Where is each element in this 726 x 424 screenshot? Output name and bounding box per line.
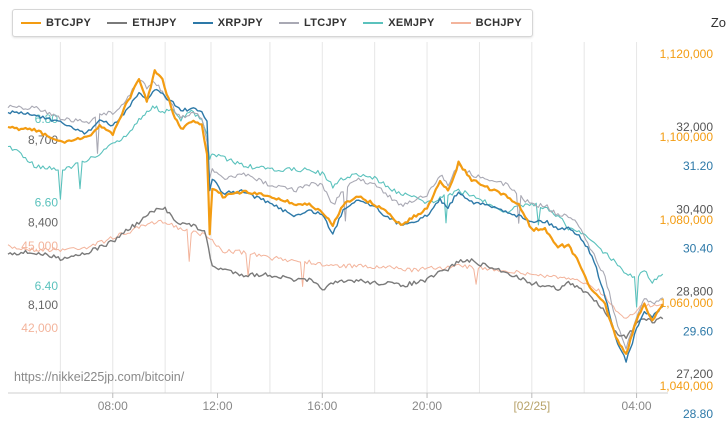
axis-label-ethjpy: 8,700 [28,133,58,147]
x-tick-label: [02/25] [513,399,550,413]
axis-label-xrpjpy: 28.80 [683,407,713,421]
axis-label-btcjpy: 1,120,000 [660,47,714,61]
x-tick-label: 08:00 [98,399,128,413]
x-axis-labels: 08:00 12:00 16:00 20:00 [02/25] 04:00 [98,393,652,413]
axis-label-btcjpy: 1,100,000 [660,130,714,144]
legend-swatch [192,22,213,24]
legend-label: LTCJPY [304,17,348,29]
axis-label-xrpjpy: 29.60 [683,324,713,338]
series-line-bchjpy [7,219,663,319]
legend-label: XRPJPY [217,17,264,29]
legend-label: BCHJPY [475,17,523,29]
series-line-ltcjpy [7,79,664,350]
axis-label-xrpjpy: 31.20 [683,159,713,173]
axis-label-ltcjpy: 27,200 [676,367,713,381]
legend-item-xrpjpy[interactable]: XRPJPY [192,17,264,29]
axis-label-xemjpy: 6.60 [35,196,59,210]
legend-item-ltcjpy[interactable]: LTCJPY [279,17,347,29]
grid [8,42,668,394]
right-axis-labels: 1,120,000 1,100,000 1,080,000 1,060,000 1,04… [660,47,714,421]
axis-label-ethjpy: 8,400 [28,216,58,230]
legend-item-bchjpy[interactable]: BCHJPY [450,17,523,29]
axis-label-xemjpy: 6.40 [35,279,59,293]
axis-label-btcjpy: 1,080,000 [660,213,714,227]
series-line-ethjpy [7,206,664,340]
axis-label-ethjpy: 8,100 [28,298,58,312]
legend-swatch [363,22,384,24]
watermark-text: https://nikkei225jp.com/bitcoin/ [14,370,185,384]
legend-swatch [107,22,128,24]
axis-label-btcjpy: 1,040,000 [660,379,714,393]
legend-item-btcjpy[interactable]: BTCJPY [21,17,91,29]
series-line-xemjpy [7,105,664,308]
x-tick-label: 12:00 [203,399,233,413]
series-line-btcjpy [7,69,664,355]
axis-label-ltcjpy: 30,400 [676,202,713,216]
x-tick-label: 16:00 [307,399,337,413]
axis-label-bchjpy: 42,000 [21,321,58,335]
legend-label: XEMJPY [388,17,435,29]
axis-label-btcjpy: 1,060,000 [660,296,714,310]
axis-label-xrpjpy: 30.40 [683,242,713,256]
axis-label-ltcjpy: 32,000 [676,120,713,134]
x-tick-label: 20:00 [412,399,442,413]
legend-swatch [21,22,41,24]
legend: BTCJPY ETHJPY XRPJPY LTCJPY XEMJPY BCHJPY [12,9,534,37]
x-tick-label: 04:00 [622,399,652,413]
zoom-label[interactable]: Zo [710,15,726,30]
axis-label-ltcjpy: 28,800 [676,285,713,299]
legend-swatch [279,22,300,24]
series-lines [7,69,664,363]
legend-label: ETHJPY [132,17,177,29]
legend-swatch [450,22,471,24]
legend-item-xemjpy[interactable]: XEMJPY [363,17,434,29]
axis-label-bchjpy: 45,000 [21,239,58,253]
legend-item-ethjpy[interactable]: ETHJPY [107,17,177,29]
legend-label: BTCJPY [46,17,92,29]
